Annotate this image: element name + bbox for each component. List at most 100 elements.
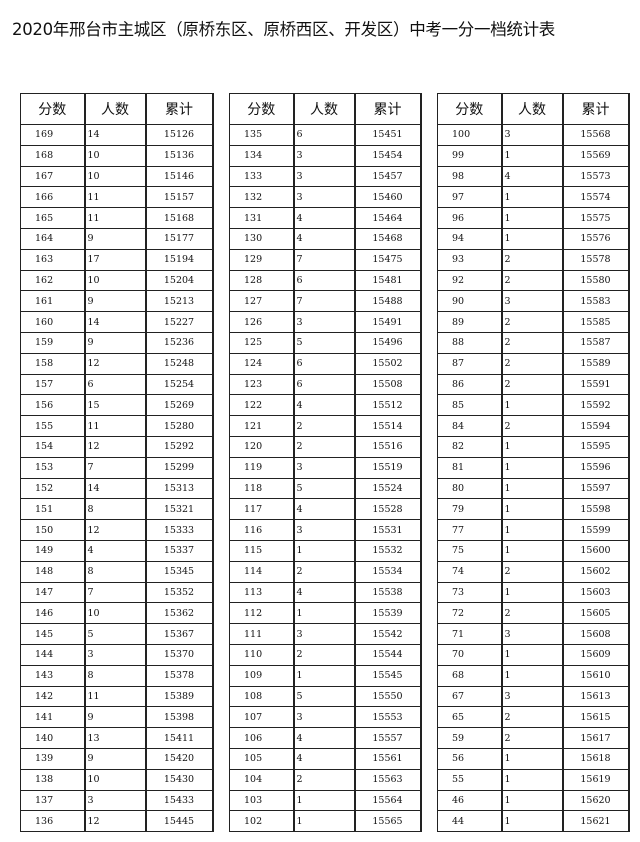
score-cell: 160: [20, 311, 85, 333]
score-cell: 93: [437, 248, 502, 271]
table-row: 70 1 15609: [437, 643, 630, 666]
count-cell: 5: [292, 331, 355, 354]
table-row: 96 1 15575: [437, 207, 630, 229]
table-row: 117 4 15528: [229, 498, 422, 521]
count-cell: 14: [83, 311, 146, 333]
score-cell: 88: [437, 331, 502, 354]
score-cell: 135: [229, 124, 294, 146]
cumulative-cell: 15589: [561, 352, 630, 375]
table-row: 134 3 15454: [229, 144, 422, 167]
table-row: 109 1 15545: [229, 664, 422, 687]
score-cell: 127: [229, 290, 294, 313]
count-cell: 15: [83, 394, 146, 417]
score-cell: 44: [437, 810, 502, 833]
score-cell: 119: [229, 456, 294, 479]
table-row: 164 9 15177: [20, 227, 214, 250]
header-score: 分数: [229, 93, 294, 125]
table-row: 116 3 15531: [229, 519, 422, 541]
count-cell: 11: [83, 207, 146, 229]
page-title: 2020年邢台市主城区（原桥东区、原桥西区、开发区）中考一分一档统计表: [12, 20, 555, 39]
table-row: 107 3 15553: [229, 706, 422, 729]
score-cell: 162: [20, 269, 85, 292]
cumulative-cell: 15194: [144, 248, 214, 271]
score-cell: 115: [229, 539, 294, 562]
cumulative-cell: 15557: [353, 727, 422, 749]
cumulative-cell: 15615: [561, 706, 630, 729]
table-row: 46 1 15620: [437, 789, 630, 812]
count-cell: 1: [500, 581, 563, 604]
count-cell: 1: [500, 144, 563, 167]
table-row: 92 2 15580: [437, 269, 630, 292]
table-row: 137 3 15433: [20, 789, 214, 812]
table-row: 65 2 15615: [437, 706, 630, 729]
score-cell: 98: [437, 165, 502, 188]
score-cell: 114: [229, 560, 294, 583]
cumulative-cell: 15269: [144, 394, 214, 417]
count-cell: 6: [292, 269, 355, 292]
cumulative-cell: 15362: [144, 602, 214, 625]
score-cell: 121: [229, 415, 294, 437]
table-row: 154 12 15292: [20, 435, 214, 458]
cumulative-cell: 15321: [144, 498, 214, 521]
count-cell: 1: [292, 664, 355, 687]
score-cell: 161: [20, 290, 85, 313]
cumulative-cell: 15430: [144, 768, 214, 791]
header-count: 人数: [500, 93, 563, 125]
score-cell: 133: [229, 165, 294, 188]
score-cell: 67: [437, 685, 502, 708]
table-row: 163 17 15194: [20, 248, 214, 271]
table-row: 159 9 15236: [20, 331, 214, 354]
table-row: 100 3 15568: [437, 124, 630, 146]
table-row: 140 13 15411: [20, 727, 214, 749]
count-cell: 4: [83, 539, 146, 562]
count-cell: 1: [500, 498, 563, 521]
cumulative-cell: 15389: [144, 685, 214, 708]
table-row: 125 5 15496: [229, 331, 422, 354]
count-cell: 4: [292, 498, 355, 521]
cumulative-cell: 15595: [561, 435, 630, 458]
cumulative-cell: 15544: [353, 643, 422, 666]
cumulative-cell: 15313: [144, 477, 214, 500]
table-row: 120 2 15516: [229, 435, 422, 458]
table-row: 152 14 15313: [20, 477, 214, 500]
count-cell: 7: [292, 290, 355, 313]
score-cell: 136: [20, 810, 85, 833]
table-row: 67 3 15613: [437, 685, 630, 708]
cumulative-cell: 15136: [144, 144, 214, 167]
cumulative-cell: 15502: [353, 352, 422, 375]
score-cell: 123: [229, 373, 294, 396]
count-cell: 1: [500, 477, 563, 500]
score-cell: 108: [229, 685, 294, 708]
count-cell: 1: [500, 186, 563, 209]
count-cell: 4: [292, 747, 355, 770]
cumulative-cell: 15597: [561, 477, 630, 500]
cumulative-cell: 15568: [561, 124, 630, 146]
cumulative-cell: 15592: [561, 394, 630, 417]
count-cell: 4: [292, 581, 355, 604]
table-row: 162 10 15204: [20, 269, 214, 292]
count-cell: 3: [292, 186, 355, 209]
table-row: 146 10 15362: [20, 602, 214, 625]
table-row: 167 10 15146: [20, 165, 214, 188]
table-row: 79 1 15598: [437, 498, 630, 521]
table-row: 138 10 15430: [20, 768, 214, 791]
score-cell: 152: [20, 477, 85, 500]
count-cell: 17: [83, 248, 146, 271]
cumulative-cell: 15433: [144, 789, 214, 812]
table-row: 105 4 15561: [229, 747, 422, 770]
count-cell: 2: [292, 643, 355, 666]
score-cell: 72: [437, 602, 502, 625]
table-row: 124 6 15502: [229, 352, 422, 375]
table-row: 90 3 15583: [437, 290, 630, 313]
count-cell: 10: [83, 165, 146, 188]
score-cell: 94: [437, 227, 502, 250]
table-row: 168 10 15136: [20, 144, 214, 167]
count-cell: 2: [500, 311, 563, 333]
count-cell: 3: [500, 685, 563, 708]
table-row: 148 8 15345: [20, 560, 214, 583]
table-row: 143 8 15378: [20, 664, 214, 687]
count-cell: 12: [83, 435, 146, 458]
count-cell: 4: [292, 394, 355, 417]
score-cell: 149: [20, 539, 85, 562]
count-cell: 11: [83, 415, 146, 437]
